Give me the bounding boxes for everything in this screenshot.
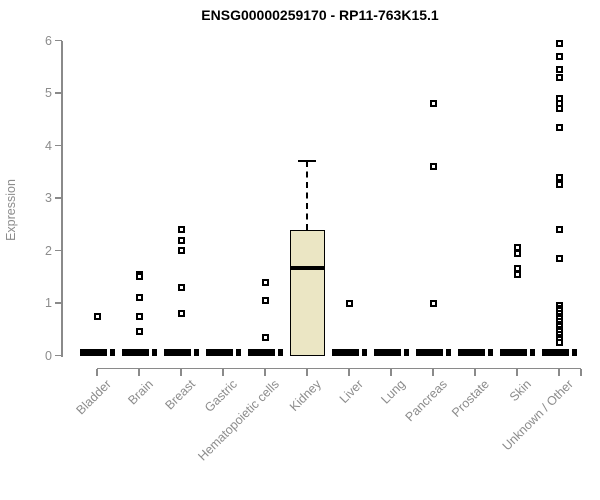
y-axis-tick <box>55 249 62 252</box>
y-axis-tick <box>55 302 62 304</box>
outlier-point <box>555 73 563 81</box>
x-axis-tick <box>306 368 308 376</box>
collapsed-box-notch-prostate <box>485 348 488 356</box>
outlier-point <box>555 226 563 233</box>
x-axis-tick <box>138 368 140 376</box>
x-axis-tick <box>180 368 182 376</box>
x-axis-tick <box>222 368 224 376</box>
x-axis-tick <box>264 368 266 376</box>
collapsed-box-liver <box>331 348 367 356</box>
outlier-point <box>135 273 143 281</box>
outlier-point <box>261 296 269 304</box>
outlier-point <box>555 181 563 189</box>
y-tick-label: 6 <box>45 33 52 48</box>
collapsed-box-notch-liver <box>359 348 362 356</box>
x-tick-label-unknown-other: Unknown / Other <box>499 377 576 454</box>
y-axis-tick <box>55 144 62 147</box>
outlier-point <box>429 100 437 107</box>
outlier-point <box>261 333 269 341</box>
collapsed-box-bladder <box>79 348 115 356</box>
outlier-point <box>555 173 563 181</box>
outlier-point <box>93 312 101 320</box>
outlier-point <box>177 247 185 254</box>
y-tick-label: 5 <box>45 86 52 100</box>
collapsed-box-notch-bladder <box>107 348 110 356</box>
box-kidney <box>289 229 325 356</box>
collapsed-box-notch-lung <box>401 348 404 356</box>
y-axis-tick <box>55 92 62 94</box>
collapsed-box-notch-pancreas <box>443 348 446 356</box>
y-axis-tick <box>55 354 62 357</box>
collapsed-box-notch-breast <box>191 348 194 356</box>
outlier-point <box>429 163 437 170</box>
outlier-point <box>135 294 143 302</box>
outlier-point <box>345 299 353 307</box>
y-tick-label: 2 <box>45 243 52 258</box>
collapsed-box-unknown-other <box>541 348 577 356</box>
collapsed-box-hematopoietic-cells <box>247 348 283 356</box>
collapsed-box-notch-brain <box>149 348 152 356</box>
x-axis-tick <box>474 368 476 376</box>
x-axis-tick <box>348 368 350 376</box>
whisker-cap-kidney <box>298 160 316 163</box>
outlier-point <box>261 278 269 286</box>
y-tick-label: 4 <box>45 138 52 153</box>
collapsed-box-pancreas <box>415 348 451 356</box>
collapsed-box-notch-skin <box>527 348 530 356</box>
y-tick-label: 3 <box>45 191 52 205</box>
outlier-point <box>135 328 143 336</box>
outlier-point <box>429 299 437 307</box>
chart-title: ENSG00000259170 - RP11-763K15.1 <box>201 7 439 23</box>
collapsed-box-prostate <box>457 348 493 356</box>
x-axis-tick <box>432 368 434 376</box>
y-axis-tick <box>55 197 62 199</box>
outlier-point <box>555 254 563 262</box>
outlier-point <box>555 65 563 73</box>
collapsed-box-lung <box>373 348 409 356</box>
outlier-point <box>177 236 185 244</box>
outlier-point <box>555 52 563 60</box>
x-axis-tick <box>516 368 518 376</box>
x-axis-line <box>97 367 581 370</box>
upper-whisker-kidney <box>306 161 308 230</box>
outlier-point <box>135 312 143 320</box>
collapsed-box-notch-gastric <box>233 348 236 356</box>
collapsed-box-brain <box>121 348 157 356</box>
collapsed-box-notch-hematopoietic-cells <box>275 348 278 356</box>
x-axis-tick <box>96 368 98 376</box>
outlier-point <box>555 39 563 47</box>
outlier-point <box>555 338 563 346</box>
x-axis-tick <box>390 368 392 376</box>
median-line-kidney <box>289 265 325 271</box>
outlier-point <box>177 283 185 291</box>
x-axis-end-tick <box>580 368 582 376</box>
y-tick-label: 1 <box>45 296 52 310</box>
collapsed-box-skin <box>499 348 535 356</box>
y-axis-tick <box>55 39 62 42</box>
collapsed-box-breast <box>163 348 199 356</box>
outlier-point <box>513 270 521 278</box>
collapsed-box-notch-unknown-other <box>569 348 572 356</box>
y-tick-label: 0 <box>45 348 52 363</box>
outlier-point <box>555 123 563 131</box>
outlier-point <box>177 226 185 233</box>
outlier-point <box>513 249 521 257</box>
collapsed-box-gastric <box>205 348 241 356</box>
x-axis-tick <box>558 368 560 376</box>
outlier-point <box>555 105 563 113</box>
outlier-point <box>177 310 185 317</box>
